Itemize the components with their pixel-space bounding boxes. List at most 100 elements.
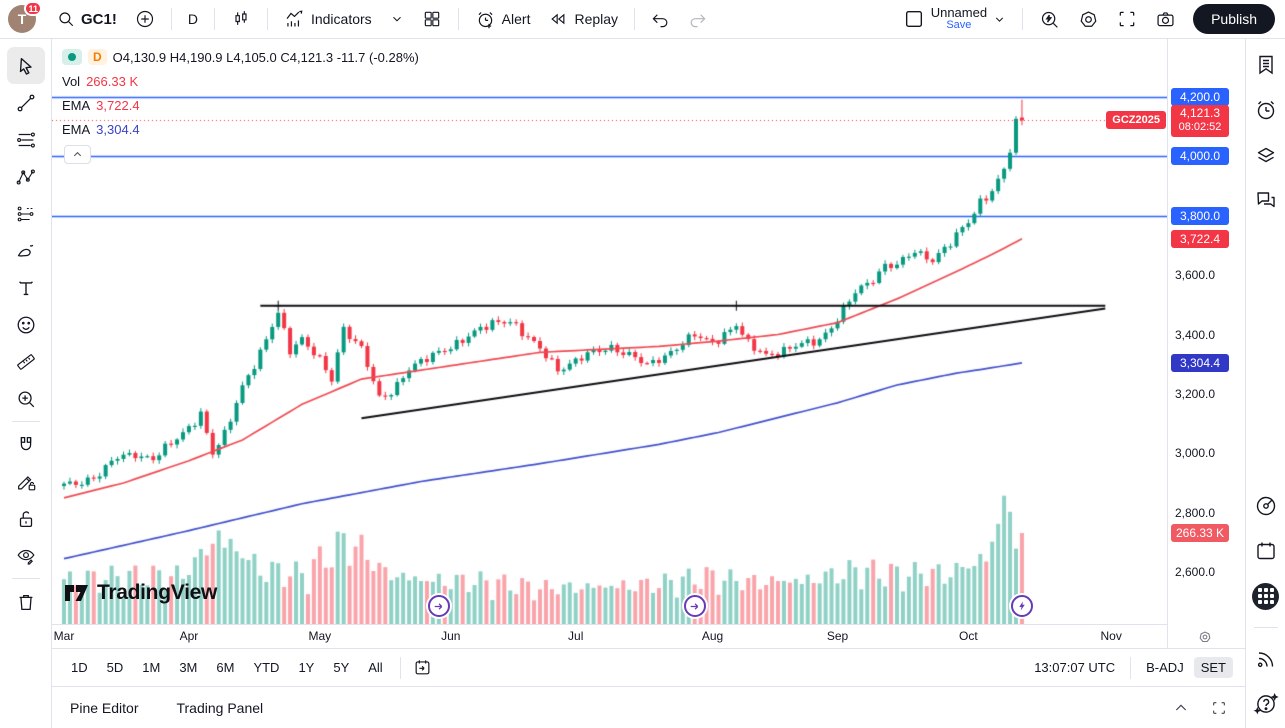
grid-layout-icon <box>424 11 439 27</box>
time-axis[interactable]: Mar Apr May Jun Jul Aug Sep Oct Nov <box>52 624 1167 648</box>
range-all[interactable]: All <box>368 660 383 675</box>
adjust-toggle[interactable]: B-ADJ <box>1146 660 1184 675</box>
ema2-legend-row[interactable]: EMA 3,304.4 <box>62 117 419 141</box>
projection-tool[interactable] <box>7 195 45 232</box>
price-tick: 3,600.0 <box>1175 268 1216 283</box>
range-ytd[interactable]: YTD <box>253 660 280 675</box>
bottom-toolbar: 1D 5D 1M 3M 6M YTD 1Y 5Y All 13:07:07 UT… <box>52 648 1245 686</box>
chart-canvas[interactable] <box>52 39 1167 624</box>
publish-button[interactable]: Publish <box>1193 4 1275 34</box>
range-1y[interactable]: 1Y <box>298 660 315 675</box>
screener-button[interactable] <box>1252 492 1280 520</box>
right-sidebar <box>1245 39 1285 728</box>
zoom-in-icon <box>17 390 34 407</box>
cursor-tool[interactable] <box>6 47 45 84</box>
session-settings-button[interactable]: SET <box>1193 657 1233 678</box>
watermark-text: TradingView <box>97 581 218 604</box>
range-3m[interactable]: 3M <box>179 660 198 675</box>
range-1d[interactable]: 1D <box>71 660 88 675</box>
ema2-label: EMA <box>62 121 91 137</box>
chart-legend: D O4,130.9 H4,190.9 L4,105.0 C4,121.3 -1… <box>62 45 419 141</box>
contract-tag: GCZ2025 <box>1106 111 1166 130</box>
emoji-tool[interactable] <box>7 306 45 343</box>
hide-drawings-tool[interactable] <box>7 537 45 574</box>
chat-button[interactable] <box>1252 186 1280 214</box>
goto-date-button[interactable] <box>406 654 439 681</box>
avatar-initial: T <box>17 11 27 27</box>
trend-line-tool[interactable] <box>7 84 45 121</box>
lightning-marker[interactable] <box>1010 595 1033 617</box>
notification-badge: 11 <box>24 1 42 16</box>
trading-panel-tab[interactable]: Trading Panel <box>176 699 264 716</box>
interval-label: D <box>187 11 198 27</box>
range-6m[interactable]: 6M <box>216 660 235 675</box>
object-tree-button[interactable] <box>1252 141 1280 169</box>
watchlist-icon <box>1258 55 1273 75</box>
alert-button[interactable]: Alert <box>468 5 538 34</box>
fullscreen-button[interactable] <box>1110 5 1144 33</box>
remove-drawings-tool[interactable] <box>7 583 45 620</box>
interval-button[interactable]: D <box>181 7 205 31</box>
compare-add-button[interactable] <box>128 5 162 33</box>
grid-layout-button[interactable] <box>415 5 449 33</box>
redo-icon <box>690 13 706 27</box>
clock-utc[interactable]: 13:07:07 UTC <box>1034 660 1116 675</box>
trash-icon <box>19 594 32 610</box>
lock-drawings-tool[interactable] <box>7 500 45 537</box>
pine-editor-tab[interactable]: Pine Editor <box>70 699 139 716</box>
ruler-icon <box>16 353 35 370</box>
search-icon <box>59 12 74 27</box>
range-1m[interactable]: 1M <box>142 660 161 675</box>
watchlist-button[interactable] <box>1252 51 1280 79</box>
snapshot-button[interactable] <box>1148 5 1183 34</box>
replay-button[interactable]: Replay <box>541 5 625 33</box>
chart-settings-button[interactable] <box>1071 5 1106 34</box>
apps-button[interactable] <box>1252 582 1280 610</box>
pattern-tool[interactable] <box>7 158 45 195</box>
lock-open-icon <box>19 510 32 527</box>
fib-lines-tool[interactable] <box>7 121 45 158</box>
user-avatar[interactable]: T 11 <box>8 1 42 33</box>
data-feed-button[interactable] <box>1252 645 1280 673</box>
settings-gear-icon <box>1080 10 1097 27</box>
calendar-button[interactable] <box>1252 537 1280 565</box>
maximize-panel-icon[interactable] <box>1211 700 1227 716</box>
indicators-button[interactable]: Indicators <box>277 5 379 34</box>
time-axis-month: Mar <box>53 629 75 643</box>
layers-icon <box>1257 147 1274 163</box>
save-link[interactable]: Save <box>946 19 972 32</box>
volume-legend-row[interactable]: Vol 266.33 K <box>62 69 419 93</box>
legend-collapse-button[interactable] <box>64 145 91 164</box>
expand-panel-chevron-icon[interactable] <box>1173 700 1189 716</box>
zoom-in-tool[interactable] <box>7 380 45 417</box>
toolbar-divider <box>11 421 40 422</box>
axis-settings-gear-icon[interactable] <box>1198 630 1212 644</box>
undo-button[interactable] <box>644 6 677 33</box>
line-price-badge: 4,000.0 <box>1171 147 1229 166</box>
alerts-button[interactable] <box>1252 96 1280 124</box>
text-tool[interactable] <box>7 269 45 306</box>
price-tick: 3,000.0 <box>1175 446 1216 461</box>
indicator-templates-button[interactable] <box>383 8 411 30</box>
symbol-legend-row[interactable]: D O4,130.9 H4,190.9 L4,105.0 C4,121.3 -1… <box>62 45 419 69</box>
alert-label: Alert <box>501 11 531 27</box>
quick-search-button[interactable] <box>1032 5 1067 34</box>
help-button[interactable] <box>1252 690 1280 718</box>
range-5y[interactable]: 5Y <box>333 660 350 675</box>
contract-rollover-marker[interactable] <box>683 595 706 617</box>
brush-tool[interactable] <box>7 232 45 269</box>
ema-price-badge: 3,304.4 <box>1171 353 1229 372</box>
drawing-mode-tool[interactable] <box>7 463 45 500</box>
measure-tool[interactable] <box>7 343 45 380</box>
save-layout-button[interactable]: Unnamed Save <box>896 2 1013 35</box>
symbol-search-button[interactable]: GC1! <box>50 6 124 32</box>
redo-button[interactable] <box>681 6 714 33</box>
chart-type-button[interactable] <box>224 5 258 33</box>
replay-rewind-icon <box>551 13 565 25</box>
range-5d[interactable]: 5D <box>106 660 124 675</box>
volume-label: Vol <box>62 73 81 89</box>
contract-rollover-marker[interactable] <box>427 595 450 617</box>
ema1-legend-row[interactable]: EMA 3,722.4 <box>62 93 419 117</box>
magnet-tool[interactable] <box>7 426 45 463</box>
price-scale[interactable]: 3,600.0 3,400.0 3,200.0 3,000.0 2,800.0 2,600… <box>1167 39 1245 648</box>
